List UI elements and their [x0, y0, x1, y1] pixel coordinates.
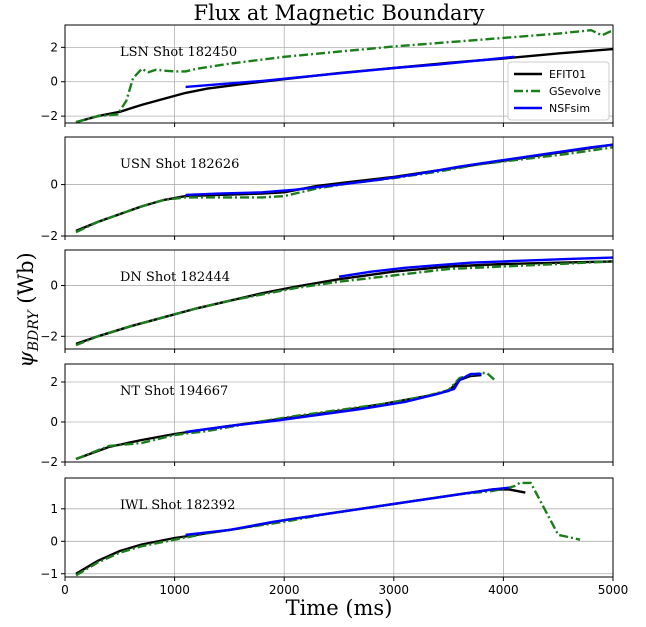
series-nsfsim — [185, 143, 614, 197]
y-axis-label: ψBDRY (Wb) — [14, 252, 42, 367]
panel-frame — [64, 24, 614, 124]
legend-label-nsfsim: NSFsim — [549, 102, 590, 115]
panel-2: −2 0 USN Shot 182626 — [40, 136, 614, 243]
series-nsfsim — [185, 55, 515, 89]
series-nsfsim — [185, 486, 510, 536]
x-tick-label: 2000 — [269, 583, 300, 597]
x-tick-label: 0 — [61, 583, 69, 597]
panel-3: −2 0 DN Shot 182444 — [40, 249, 614, 353]
x-tick-label: 1000 — [159, 583, 190, 597]
y-tick-label: 0 — [50, 178, 58, 192]
series-nsfsim — [338, 256, 614, 278]
y-tick-label: 0 — [50, 279, 58, 293]
y-tick-label: −2 — [40, 455, 58, 469]
y-tick-label: −2 — [40, 109, 58, 123]
y-axis-label-sub: BDRY — [26, 309, 42, 353]
x-tick-label: 3000 — [379, 583, 410, 597]
y-tick-label: 2 — [50, 375, 58, 389]
x-axis-label: Time (ms) — [286, 596, 393, 620]
y-axis-label-main: ψ — [14, 351, 38, 368]
y-tick-label: 2 — [50, 40, 58, 54]
figure-title: Flux at Magnetic Boundary — [194, 1, 485, 25]
series-gsevolve — [75, 29, 614, 124]
panels: −2 0 2 LSN Shot 182450 −2 0 USN Shot 182626 −2 0… — [40, 24, 629, 597]
panel-label: NT Shot 194667 — [120, 384, 228, 399]
panel-label: IWL Shot 182392 — [120, 498, 235, 513]
x-tick-label: 4000 — [488, 583, 519, 597]
y-tick-label: −1 — [40, 567, 58, 581]
y-tick-label: −2 — [40, 229, 58, 243]
panel-frame — [64, 249, 614, 350]
legend-box — [507, 61, 610, 121]
panel-1: −2 0 2 LSN Shot 182450 — [40, 24, 614, 127]
panel-4: −2 0 2 NT Shot 194667 — [40, 363, 614, 469]
panel-label: DN Shot 182444 — [120, 270, 230, 285]
panel-label: LSN Shot 182450 — [120, 45, 237, 60]
legend-label-gsevolve: GSevolve — [549, 85, 601, 98]
y-axis-label-unit: (Wb) — [14, 252, 38, 310]
panel-frame — [64, 136, 614, 237]
y-tick-label: −2 — [40, 329, 58, 343]
legend-label-efit01: EFIT01 — [549, 68, 586, 81]
series-gsevolve — [75, 481, 581, 577]
series-gsevolve — [75, 260, 614, 347]
x-tick-label: 5000 — [598, 583, 629, 597]
y-tick-label: 1 — [50, 502, 58, 516]
y-tick-label: 0 — [50, 534, 58, 548]
panel-frame — [64, 363, 614, 463]
series-nsfsim — [185, 372, 482, 434]
legend: EFIT01 GSevolve NSFsim — [507, 61, 610, 121]
panel-label: USN Shot 182626 — [120, 157, 239, 172]
y-tick-label: 0 — [50, 75, 58, 89]
y-tick-label: 0 — [50, 415, 58, 429]
panel-frame — [64, 477, 614, 578]
